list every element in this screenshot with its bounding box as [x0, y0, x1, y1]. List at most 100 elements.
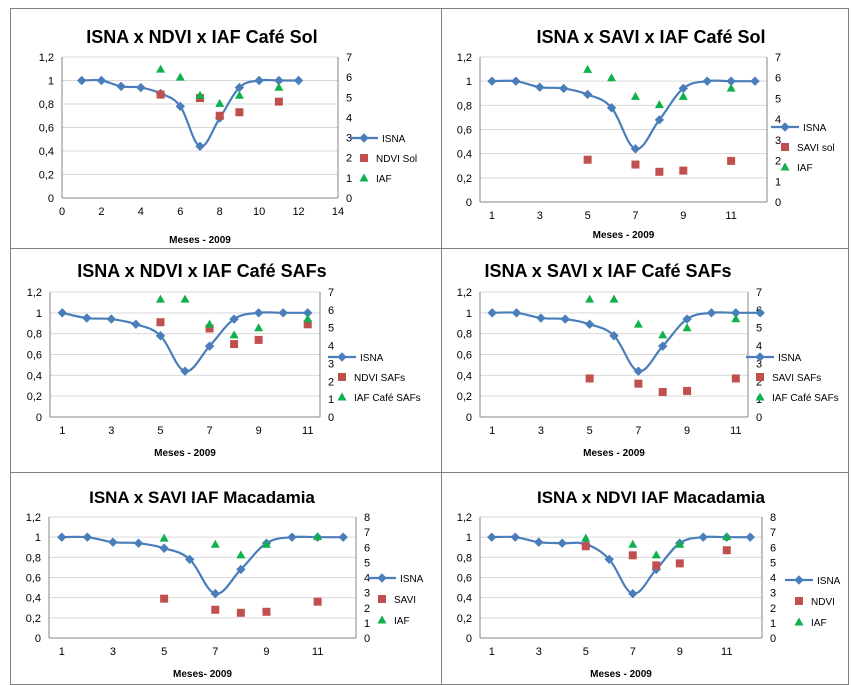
isna-point: [487, 76, 497, 86]
x-tick-label: 3: [110, 646, 116, 658]
chart-svg: ISNA x NDVI x IAF Café SAFs 0 0,2 0,4 0,6 0,8…: [27, 261, 421, 459]
isna-point: [654, 115, 665, 125]
legend-label: ISNA: [400, 574, 424, 585]
isna-point: [57, 308, 67, 318]
isna-point: [116, 81, 126, 92]
isna-point: [658, 341, 668, 351]
iaf-point: [210, 539, 220, 548]
chart-panel: ISNA x NDVI x IAF Café Sol 0 0,2 0,4 0,6 0,8 1…: [12, 10, 440, 246]
iaf-point: [630, 91, 640, 100]
isna-point: [338, 532, 348, 542]
iaf-point: [156, 64, 166, 73]
isna-line: [491, 79, 756, 150]
index-point: [205, 324, 214, 333]
x-tick-label: 1: [489, 210, 495, 222]
iaf-point: [205, 319, 215, 328]
x-tick-label: 5: [585, 210, 591, 222]
y-tick-label: 1,2: [457, 287, 472, 299]
isna-point: [82, 532, 93, 542]
y-tick-label: 0,6: [26, 573, 41, 585]
index-point: [652, 561, 661, 570]
legend-marker: [794, 617, 804, 626]
index-point: [156, 318, 165, 327]
isna-point: [584, 319, 595, 329]
legend-marker: [780, 122, 790, 132]
chart-panel: ISNA x NDVI x IAF Café SAFs 0 0,2 0,4 0,6 0,8…: [12, 250, 440, 470]
x-tick-label: 9: [677, 646, 683, 658]
y-tick-label: 0: [35, 633, 41, 645]
chart-panel: ISNA x SAVI x IAF Café Sol 0 0,2 0,4 0,6 0,8 1…: [443, 10, 848, 246]
index-point: [675, 559, 684, 568]
iaf-point: [654, 100, 664, 109]
x-tick-label: 1: [59, 425, 65, 437]
y2-tick-label: 6: [775, 73, 781, 85]
x-tick-label: 6: [177, 206, 183, 218]
isna-point: [698, 532, 708, 542]
x-tick-label: 9: [263, 646, 269, 658]
legend-label: SAVI sol: [797, 143, 835, 154]
y-tick-label: 0: [36, 412, 42, 424]
y2-tick-label: 8: [364, 512, 370, 524]
index-point: [683, 386, 692, 395]
y2-tick-label: 5: [346, 92, 352, 104]
index-point: [262, 607, 271, 616]
y-tick-label: 0,8: [457, 552, 472, 564]
chart-title: ISNA x SAVI x IAF Café SAFs: [484, 261, 731, 281]
chart-title: ISNA x NDVI x IAF Café SAFs: [77, 261, 326, 281]
iaf-point: [159, 533, 169, 542]
y-tick-label: 0: [466, 197, 472, 209]
isna-line: [81, 78, 299, 148]
legend-marker: [755, 352, 765, 362]
isna-point: [535, 82, 545, 92]
isna-point: [195, 141, 205, 152]
chart-svg: ISNA x SAVI x IAF Café Sol 0 0,2 0,4 0,6 0,8 1…: [457, 27, 835, 241]
y2-tick-label: 2: [346, 153, 352, 165]
index-point: [211, 605, 220, 614]
index-point: [658, 388, 667, 396]
index-point: [655, 167, 664, 176]
legend-label: IAF Café SAFs: [772, 393, 839, 404]
isna-point: [534, 537, 544, 547]
index-point: [731, 374, 740, 383]
y2-tick-label: 6: [328, 305, 334, 317]
legend-marker: [780, 162, 790, 171]
x-tick-label: 14: [332, 206, 344, 218]
y-tick-label: 1,2: [457, 52, 472, 64]
x-tick-label: 1: [59, 646, 65, 658]
iaf-point: [155, 294, 165, 303]
y-tick-label: 1: [48, 76, 54, 88]
legend-label: ISNA: [778, 353, 802, 364]
y2-tick-label: 0: [364, 633, 370, 645]
x-tick-label: 5: [583, 646, 589, 658]
y2-tick-label: 2: [770, 603, 776, 615]
chart-svg: ISNA x SAVI IAF Macadamia00,20,40,60,811…: [26, 488, 424, 680]
y2-tick-label: 5: [775, 93, 781, 105]
y-tick-label: 0,8: [26, 552, 41, 564]
legend-label: ISNA: [360, 353, 384, 364]
chart-title: ISNA x NDVI IAF Macadamia: [537, 488, 766, 507]
x-tick-label: 5: [157, 425, 163, 437]
legend-label: ISNA: [817, 576, 841, 587]
chart-svg: ISNA x NDVI IAF Macadamia00,20,40,60,811…: [457, 488, 841, 680]
chart-panel: ISNA x NDVI IAF Macadamia 0 0,2 0,4 0,6 0,8 1 1…: [443, 474, 848, 684]
isna-line: [61, 535, 344, 595]
chart-svg: ISNA x NDVI x IAF Café Sol 0 0,2 0,4 0,6 0,8 1…: [39, 27, 417, 246]
x-tick-label: 12: [292, 206, 304, 218]
y2-tick-label: 3: [756, 358, 762, 370]
y-tick-label: 1,2: [457, 512, 472, 524]
x-tick-label: 7: [635, 425, 641, 437]
iaf-point: [236, 550, 246, 559]
index-point: [160, 594, 169, 603]
isna-point: [606, 103, 617, 113]
x-tick-label: 3: [108, 425, 114, 437]
iaf-point: [726, 83, 736, 92]
x-tick-label: 4: [138, 206, 144, 218]
y2-tick-label: 0: [328, 412, 334, 424]
isna-point: [706, 308, 717, 318]
legend-marker: [378, 595, 386, 603]
x-tick-label: 11: [725, 210, 736, 222]
isna-point: [96, 75, 107, 86]
iaf-point: [675, 539, 685, 548]
chart-title: ISNA x NDVI x IAF Café Sol: [86, 27, 317, 47]
legend-marker: [337, 352, 347, 362]
